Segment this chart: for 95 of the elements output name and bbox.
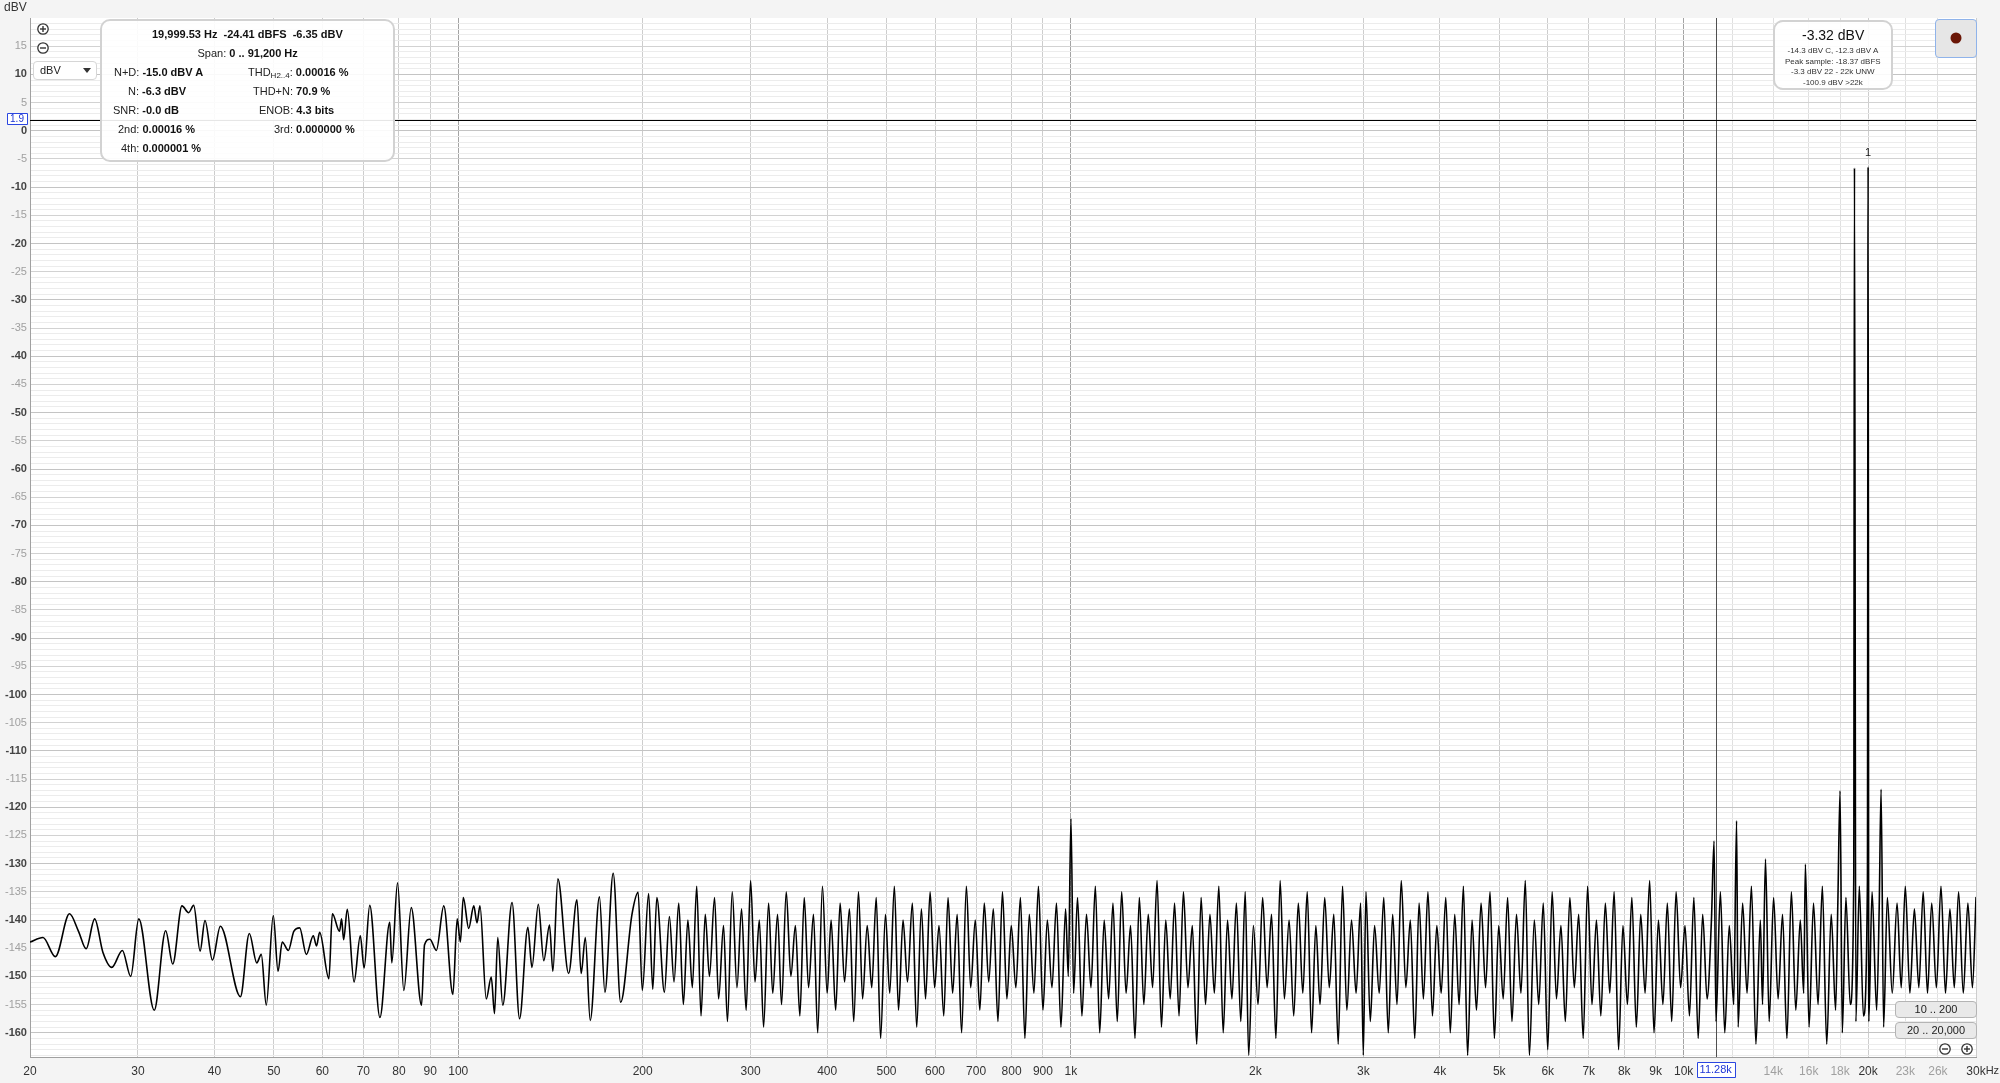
y-tick-label: -50 [11,405,27,418]
y-tick-label: -125 [4,828,27,841]
x-tick-label: 2k [1249,1063,1263,1078]
x-axis-title: Hz [1985,1064,2000,1077]
y-tick-label: -70 [11,518,27,531]
x-tick-label: 30k [1966,1063,1987,1078]
y-tick-label: -145 [4,941,27,954]
y-tick-label: -80 [11,574,27,587]
x-tick-label: 40 [207,1063,222,1078]
y-tick-label: -75 [11,546,27,559]
y-tick-label: -60 [11,462,27,475]
range-button: 20 .. 20,000 [1895,1022,1977,1039]
annotation: -3.32 dBV [1802,27,1865,43]
x-tick-label: 20k [1858,1063,1879,1078]
y-tick-label: -115 [5,772,27,785]
x-tick-label: 8k [1617,1063,1632,1078]
x-tick-label: 200 [632,1063,654,1078]
x-tick-label: 800 [1001,1063,1022,1078]
annotation: 2nd: 0.00016 % [118,123,196,135]
y-tick-label: 5 [20,95,27,108]
annotation: N+D: -15.0 dBV A [114,65,204,78]
y-tick-label: -20 [11,236,27,249]
x-tick-label: 60 [315,1063,330,1078]
y-tick-label: -40 [11,349,27,362]
x-tick-label: 30 [131,1063,145,1078]
annotation: Peak sample: -18.37 dBFS [1785,56,1881,67]
x-tick-label: 20 [23,1063,37,1078]
x-tick-label: 300 [740,1063,761,1078]
x-tick-label: 9k [1649,1063,1663,1078]
y-tick-label: -135 [4,884,27,897]
annotation: -3.3 dBV 22 - 22k UNW [1791,67,1875,77]
x-tick-label: 400 [817,1063,838,1078]
y-tick-label: 10 [14,67,27,80]
annotation: 3rd: 0.000000 % [274,123,355,135]
x-tick-label: 500 [876,1063,897,1078]
annotation: 1 [1865,145,1872,158]
x-tick-label: 50 [267,1063,281,1078]
y-tick-label: -65 [11,490,27,503]
y-tick-label: -150 [4,969,27,982]
x-tick-label: 700 [966,1063,987,1078]
annotation: SNR: -0.0 dB [113,103,180,116]
annotation: -100.9 dBV >22k [1803,77,1863,88]
x-tick-label: 26k [1928,1063,1949,1078]
y-tick-label: -100 [4,687,27,700]
x-tick-label: 100 [448,1063,469,1078]
x-tick-label: 18k [1830,1063,1851,1078]
x-tick-label: 900 [1032,1063,1054,1078]
y-tick-label: -85 [11,602,27,615]
y-tick-label: 15 [14,39,27,52]
x-tick-label: 1k [1064,1063,1079,1078]
y-axis-title: dBV [4,0,27,15]
y-tick-label: -15 [11,208,27,221]
y-tick-label: -120 [4,800,27,813]
ref-line-label: 11.28k [1699,1063,1733,1076]
annotation: ENOB: 4.3 bits [259,103,335,116]
annotation: 19,999.53 Hz -24.41 dBFS -6.35 dBV [152,27,343,40]
annotation: THD$_{H2..4}$: 0.00016 % [248,65,349,80]
x-tick-label: 7k [1582,1063,1597,1078]
y-tick-label: -90 [11,631,27,644]
y-tick-label: -105 [4,715,27,728]
y-tick-label: -10 [11,180,27,193]
annotation: dBV [40,63,61,77]
y-tick-label: -155 [4,997,27,1010]
x-tick-label: 4k [1433,1063,1448,1078]
x-tick-label: 70 [356,1063,371,1078]
y-tick-label: -95 [11,659,27,672]
annotation: -14.3 dBV C, -12.3 dBV A [1787,46,1879,56]
x-tick-label: 3k [1356,1063,1371,1078]
x-tick-label: 600 [925,1063,946,1078]
y-tick-label: -35 [11,321,27,334]
x-tick-label: 23k [1895,1063,1916,1078]
x-tick-label: 6k [1541,1063,1556,1078]
unit-dropdown: dBV [33,61,97,80]
y-tick-label: -5 [17,151,27,164]
y-tick-label: -110 [5,743,27,756]
y-tick-label: -130 [4,856,27,869]
annotation: N: -6.3 dBV [128,84,187,97]
y-tick-label: -25 [11,264,27,277]
y-tick-label: -160 [4,1025,27,1038]
annotation: THD+N: 70.9 % [253,84,331,97]
y-tick-label: -30 [11,292,27,305]
x-tick-label: 90 [423,1063,438,1078]
range-button: 10 .. 200 [1895,1001,1977,1018]
x-tick-label: 16k [1799,1063,1820,1078]
y-tick-label: -45 [11,377,27,390]
x-tick-label: 5k [1492,1063,1507,1078]
ref-line-label: 1.9 [10,112,25,124]
annotation: Span: 0 .. 91,200 Hz [197,46,298,59]
annotation: 4th: 0.000001 % [121,142,202,155]
x-tick-label: 14k [1763,1063,1784,1078]
y-tick-label: -55 [11,433,27,446]
y-tick-label: 0 [20,123,27,136]
y-tick-label: -140 [4,913,27,926]
x-tick-label: 80 [392,1063,406,1078]
x-tick-label: 10k [1673,1063,1695,1078]
